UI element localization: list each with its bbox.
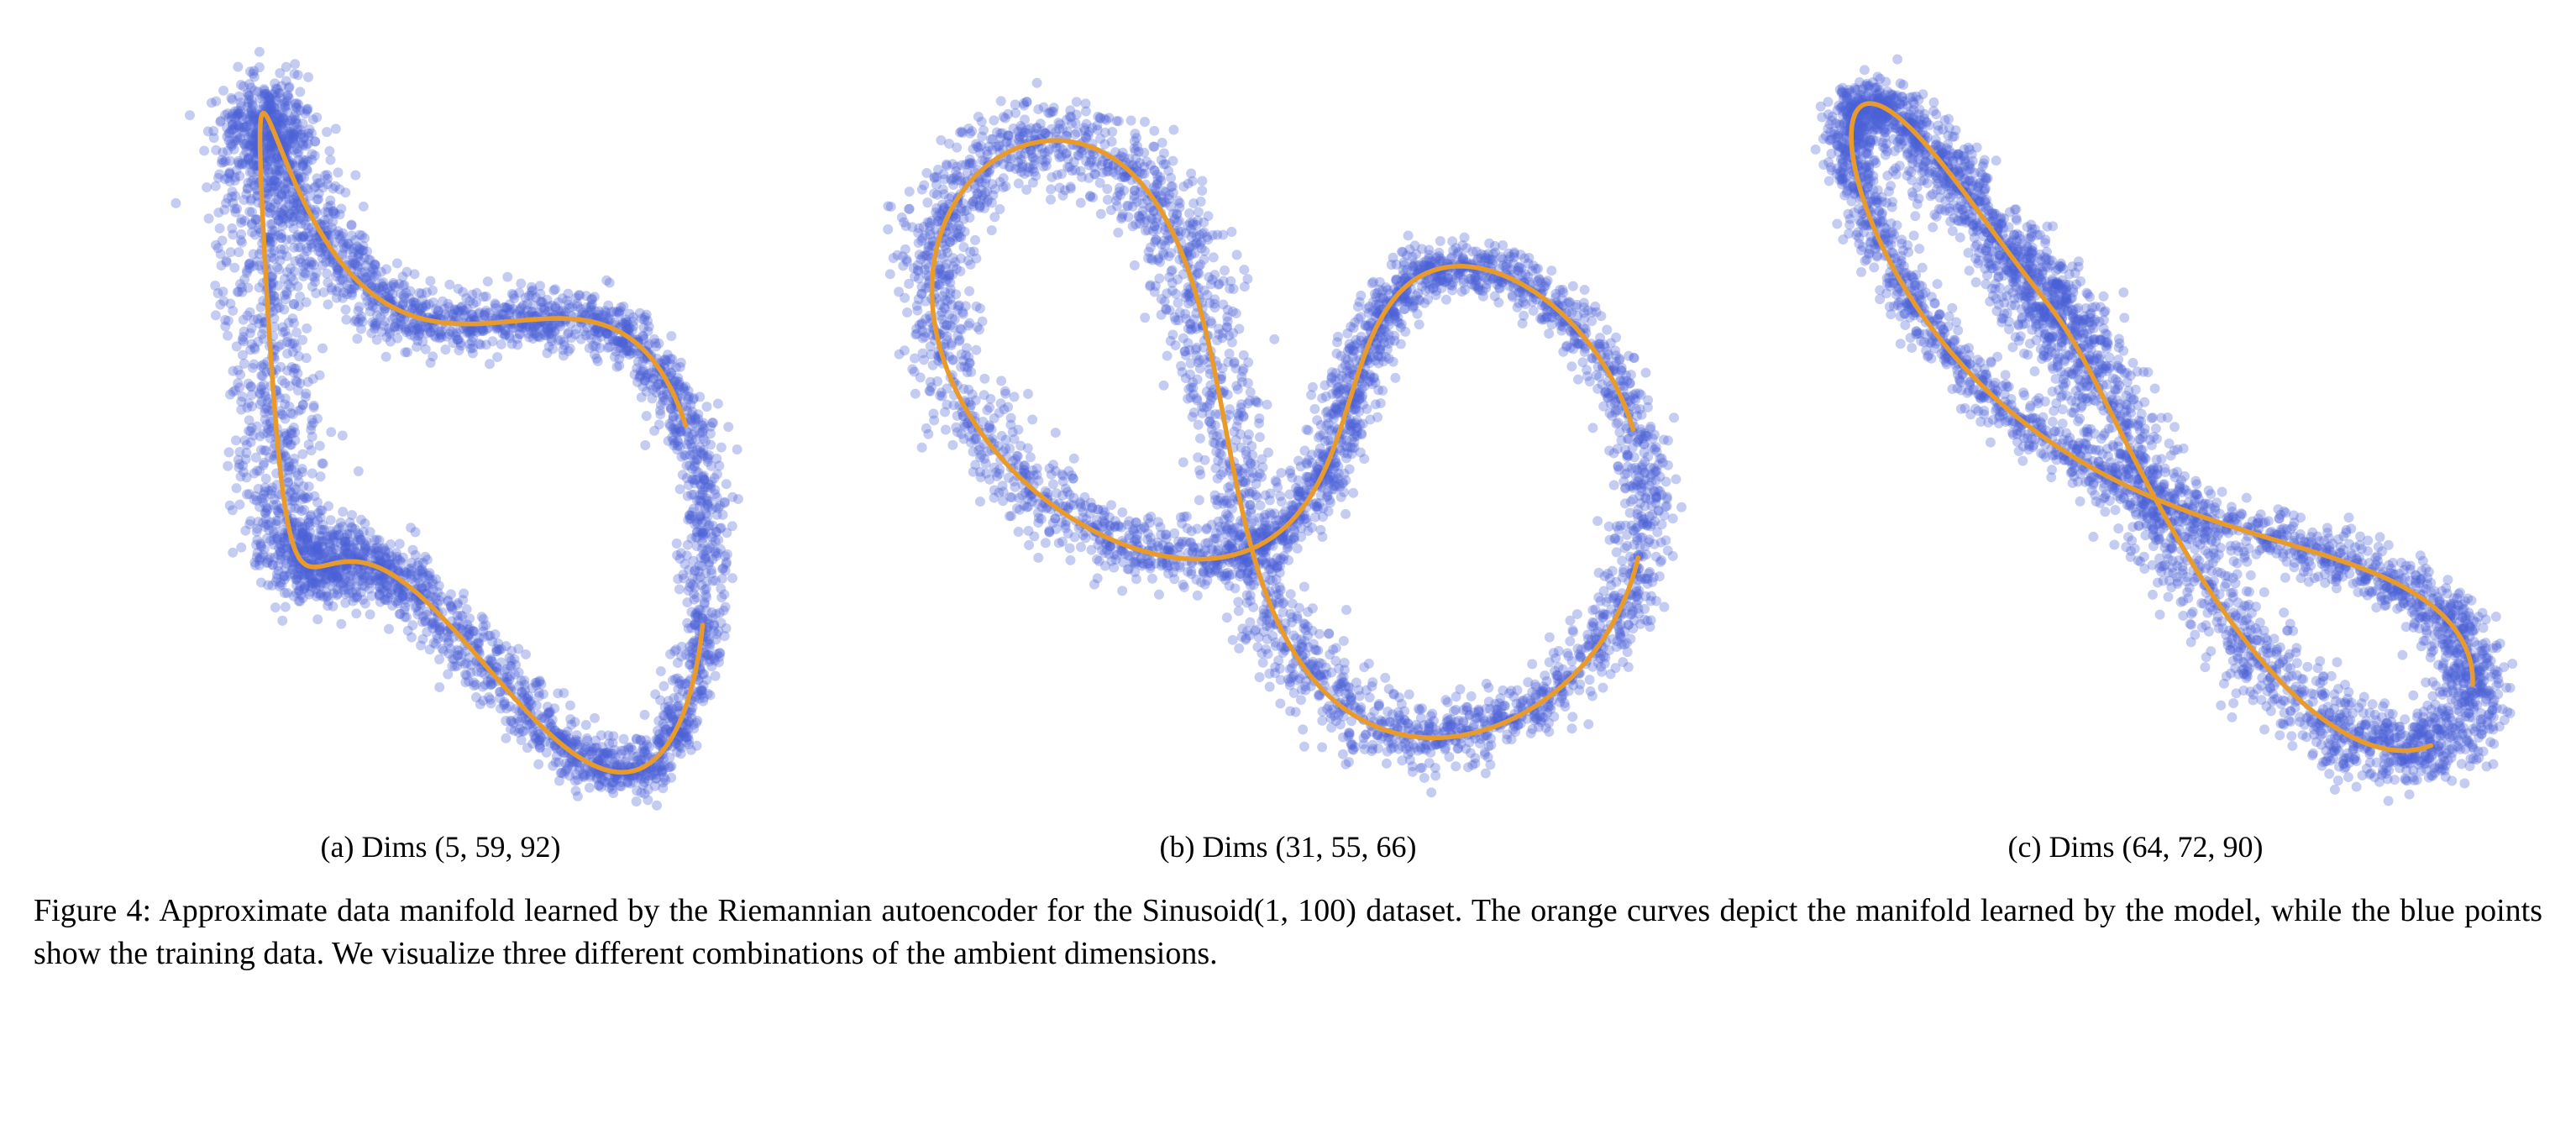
scatter-plot-b xyxy=(881,34,1695,821)
panel-row: (a) Dims (5, 59, 92) (b) Dims (31, 55, 6… xyxy=(34,34,2542,864)
points-group-c xyxy=(1811,55,2518,806)
subcaption-a: (a) Dims (5, 59, 92) xyxy=(321,829,561,864)
points-group-b xyxy=(881,78,1687,797)
panel-b: (b) Dims (31, 55, 66) xyxy=(881,34,1695,864)
plot-b xyxy=(881,34,1695,821)
scatter-plot-a xyxy=(34,34,847,821)
plot-c xyxy=(1729,34,2542,821)
figure-4: (a) Dims (5, 59, 92) (b) Dims (31, 55, 6… xyxy=(34,34,2542,975)
subcaption-c: (c) Dims (64, 72, 90) xyxy=(2008,829,2264,864)
plot-a xyxy=(34,34,847,821)
points-group-a xyxy=(171,47,742,811)
panel-c: (c) Dims (64, 72, 90) xyxy=(1729,34,2542,864)
scatter-plot-c xyxy=(1729,34,2542,821)
subcaption-b: (b) Dims (31, 55, 66) xyxy=(1160,829,1417,864)
figure-number: Figure 4: xyxy=(34,893,151,928)
panel-a: (a) Dims (5, 59, 92) xyxy=(34,34,847,864)
figure-caption: Figure 4: Approximate data manifold lear… xyxy=(34,890,2542,976)
figure-caption-text: Approximate data manifold learned by the… xyxy=(34,893,2542,971)
